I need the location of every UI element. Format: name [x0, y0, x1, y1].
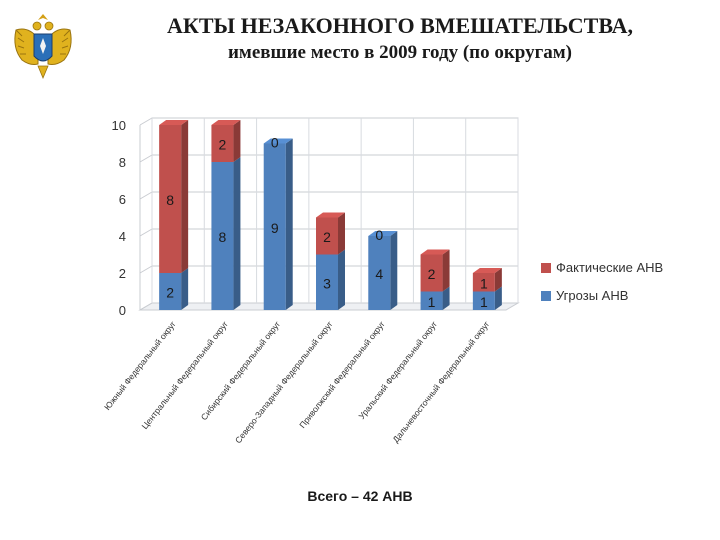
bar-segment-side	[338, 212, 345, 255]
y-tick-label: 0	[119, 303, 126, 318]
bar-top-cap	[316, 212, 345, 218]
data-label: 8	[219, 229, 227, 245]
bar-segment-side	[390, 231, 398, 310]
bar-top-cap	[368, 231, 398, 236]
gridline-side	[139, 191, 153, 200]
data-label: 1	[428, 294, 436, 310]
bar-segment-side	[442, 249, 450, 292]
bar-segment-side	[233, 120, 241, 162]
category-label: Северо-Западный Федеральный округ	[233, 319, 335, 445]
y-tick-label: 6	[119, 192, 126, 207]
legend-label: Фактические АНВ	[556, 260, 663, 275]
gridline-side	[139, 302, 153, 311]
bar-segment	[472, 291, 495, 310]
bar-segment-side	[494, 268, 502, 292]
bar-segment-side	[285, 138, 293, 310]
legend-swatch	[541, 291, 551, 301]
bar-top-cap	[159, 120, 189, 125]
bar-segment	[263, 143, 286, 310]
total-caption: Всего – 42 АНВ	[307, 488, 413, 504]
bar-segment	[420, 254, 443, 292]
page-title: АКТЫ НЕЗАКОННОГО ВМЕШАТЕЛЬСТВА, имевшие …	[90, 12, 710, 66]
bar-segment	[420, 291, 443, 310]
y-tick-label: 2	[119, 266, 126, 281]
bar-top-cap	[211, 120, 241, 125]
emblem-logo	[14, 14, 72, 80]
bar-top-cap	[472, 268, 502, 273]
data-label: 3	[323, 275, 331, 291]
data-label: 2	[428, 266, 436, 282]
bar-segment	[472, 273, 495, 292]
bar-segment	[368, 236, 391, 310]
bar-segment-side	[494, 286, 502, 310]
legend-label: Угрозы АНВ	[556, 288, 628, 303]
category-label: Центральный Федеральный округ	[139, 319, 230, 431]
bar-segment-side	[181, 268, 189, 310]
eagle-emblem-icon	[14, 14, 72, 80]
category-label: Дальневосточный Федеральный округ	[390, 319, 491, 444]
data-label: 2	[166, 285, 174, 301]
bar-segment	[211, 162, 234, 310]
y-tick-label: 4	[119, 229, 126, 244]
bar-segment-side	[442, 286, 450, 310]
data-label: 9	[271, 220, 279, 236]
y-tick-label: 8	[119, 155, 126, 170]
data-label: 8	[166, 192, 174, 208]
bar-segment-side	[233, 157, 241, 310]
data-label: 2	[219, 137, 227, 153]
data-label: 2	[323, 229, 331, 245]
gridline-side	[139, 265, 153, 274]
bar-segment	[316, 217, 338, 255]
data-label: 0	[375, 227, 383, 243]
bar-segment	[316, 254, 338, 310]
data-label: 1	[480, 294, 488, 310]
title-line-1: АКТЫ НЕЗАКОННОГО ВМЕШАТЕЛЬСТВА,	[167, 13, 633, 38]
bar-segment-side	[181, 120, 189, 273]
legend-swatch	[541, 263, 551, 273]
bar-segment	[159, 125, 182, 273]
gridline-side	[139, 228, 153, 237]
data-label: 1	[480, 275, 488, 291]
gridline-side	[139, 117, 153, 126]
bar-top-cap	[263, 138, 293, 144]
title-line-2: имевшие место в 2009 году (по округам)	[227, 42, 573, 63]
bar-segment-side	[338, 249, 345, 310]
data-label: 4	[375, 266, 383, 282]
y-tick-label: 10	[112, 118, 126, 133]
bar-segment	[211, 125, 234, 162]
data-label: 0	[271, 135, 279, 151]
gridline-side	[139, 154, 153, 163]
bar-segment	[159, 273, 182, 310]
bar-top-cap	[420, 249, 450, 255]
category-label: Приволжский Федеральный округ	[297, 319, 387, 430]
